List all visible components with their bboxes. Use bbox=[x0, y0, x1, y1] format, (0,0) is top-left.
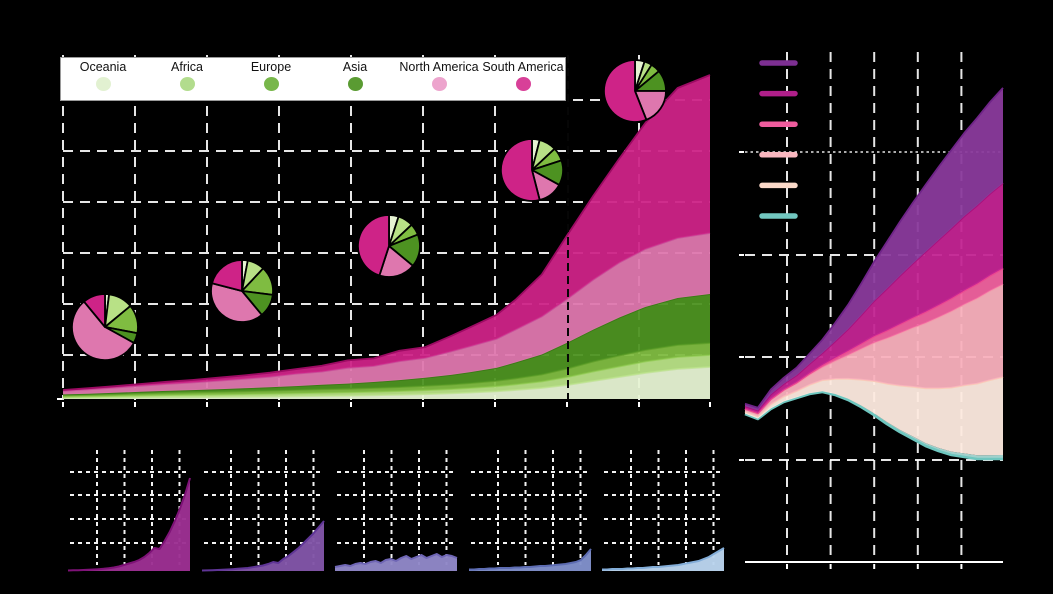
small-area-edge bbox=[67, 477, 191, 572]
legend-label: North America bbox=[399, 60, 479, 74]
pie-slice-south-america bbox=[500, 138, 541, 202]
pie-slice-south-america bbox=[603, 59, 648, 123]
pie-1-chart bbox=[71, 293, 139, 361]
legend-swatch-icon bbox=[347, 77, 363, 91]
pie-slice-south-america bbox=[211, 259, 243, 292]
pie-4-chart bbox=[500, 138, 564, 202]
legend-item-africa: Africa bbox=[145, 58, 229, 100]
area-series-asia bbox=[63, 294, 710, 396]
legend-swatch-icon bbox=[515, 77, 531, 91]
legend-swatch-icon bbox=[179, 77, 195, 91]
legend-item-south-america: South America bbox=[481, 58, 565, 100]
small-area-edge bbox=[201, 520, 325, 572]
small-1-chart bbox=[67, 450, 191, 572]
pie-slice-north-america bbox=[210, 282, 263, 323]
area-series-africa bbox=[63, 355, 710, 398]
small-3-chart bbox=[334, 450, 458, 571]
area-series-europe bbox=[63, 343, 710, 397]
area-series-rose bbox=[745, 284, 1003, 417]
legend-label: Africa bbox=[171, 60, 203, 74]
projection-stream-chart bbox=[739, 52, 1004, 569]
small-2-chart bbox=[201, 450, 325, 572]
area-series-pink bbox=[745, 268, 1003, 414]
pie-slice-north-america bbox=[71, 300, 135, 361]
legend-swatch-icon bbox=[263, 77, 279, 91]
pie-5-chart bbox=[603, 59, 667, 123]
small-area-fill bbox=[68, 478, 190, 571]
legend-item-europe: Europe bbox=[229, 58, 313, 100]
legend-label: Asia bbox=[342, 60, 368, 74]
legend-item-oceania: Oceania bbox=[61, 58, 145, 100]
main-stacked-area-chart bbox=[57, 55, 711, 407]
legend-item-north-america: North America bbox=[397, 58, 481, 100]
area-edge-teal bbox=[744, 390, 1003, 461]
small-4-chart bbox=[469, 450, 592, 571]
small-5-chart bbox=[602, 450, 725, 571]
pie-2-chart bbox=[210, 259, 274, 323]
small-area-edge bbox=[602, 547, 725, 571]
legend-label: Europe bbox=[250, 60, 292, 74]
pie-slice-south-america bbox=[357, 214, 390, 277]
legend-label: South America bbox=[482, 60, 564, 74]
area-edge-south-america bbox=[62, 74, 711, 391]
small-area-fill bbox=[335, 554, 457, 571]
small-area-edge bbox=[469, 548, 592, 571]
legend-label: Oceania bbox=[79, 60, 127, 74]
main-chart-legend: Oceania Africa Europe Asia North America Sout… bbox=[60, 57, 566, 101]
legend-item-asia: Asia bbox=[313, 58, 397, 100]
small-area-fill bbox=[202, 521, 324, 571]
small-area-fill bbox=[602, 548, 724, 571]
area-series-peach bbox=[745, 377, 1003, 456]
legend-swatch-icon bbox=[431, 77, 447, 91]
area-edge-purple bbox=[744, 87, 1004, 409]
area-series-oceania bbox=[63, 367, 710, 399]
legend-swatch-icon bbox=[95, 77, 111, 91]
area-series-south-america bbox=[63, 75, 710, 391]
pie-slice-south-america bbox=[83, 293, 106, 328]
pie-3-chart bbox=[357, 214, 421, 278]
small-area-edge bbox=[334, 553, 458, 568]
